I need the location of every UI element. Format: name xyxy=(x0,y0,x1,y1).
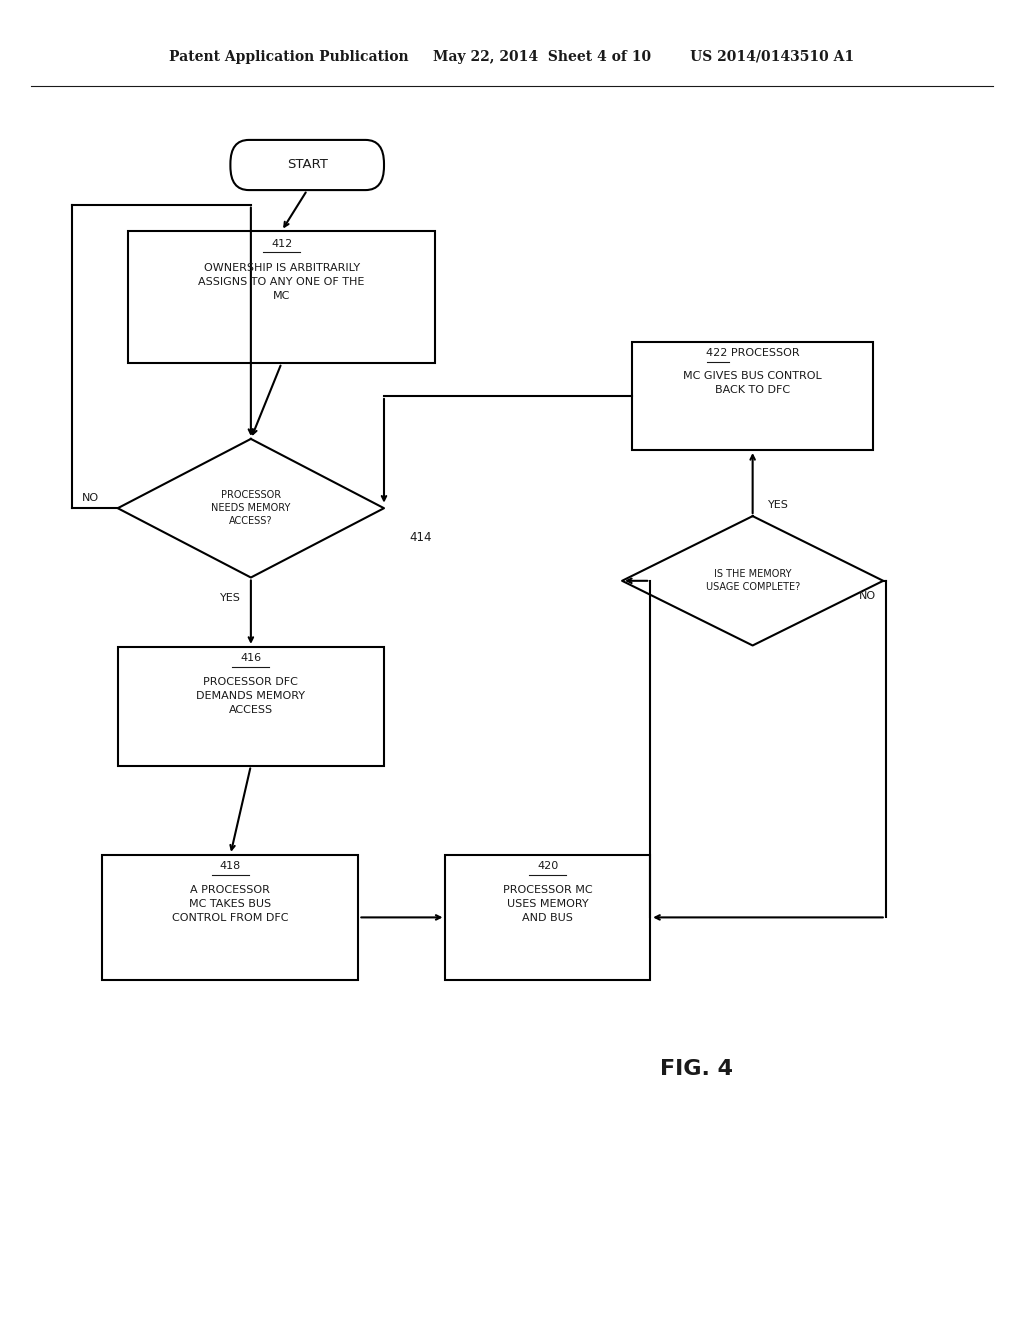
Text: 414: 414 xyxy=(410,531,432,544)
Text: Patent Application Publication     May 22, 2014  Sheet 4 of 10        US 2014/01: Patent Application Publication May 22, 2… xyxy=(169,50,855,63)
FancyBboxPatch shape xyxy=(118,647,384,766)
Text: 412: 412 xyxy=(271,239,292,249)
Text: IS THE MEMORY
USAGE COMPLETE?: IS THE MEMORY USAGE COMPLETE? xyxy=(706,569,800,593)
Text: YES: YES xyxy=(768,499,788,510)
Text: PROCESSOR DFC
DEMANDS MEMORY
ACCESS: PROCESSOR DFC DEMANDS MEMORY ACCESS xyxy=(197,677,305,715)
Polygon shape xyxy=(118,438,384,578)
Text: OWNERSHIP IS ARBITRARILY
ASSIGNS TO ANY ONE OF THE
MC: OWNERSHIP IS ARBITRARILY ASSIGNS TO ANY … xyxy=(199,263,365,301)
Text: 416: 416 xyxy=(241,653,261,664)
Text: YES: YES xyxy=(220,594,241,603)
Text: PROCESSOR
NEEDS MEMORY
ACCESS?: PROCESSOR NEEDS MEMORY ACCESS? xyxy=(211,490,291,527)
FancyBboxPatch shape xyxy=(102,855,358,979)
Text: PROCESSOR MC
USES MEMORY
AND BUS: PROCESSOR MC USES MEMORY AND BUS xyxy=(503,886,593,923)
Polygon shape xyxy=(622,516,883,645)
FancyBboxPatch shape xyxy=(445,855,650,979)
FancyBboxPatch shape xyxy=(128,231,435,363)
Text: NO: NO xyxy=(82,492,99,503)
FancyBboxPatch shape xyxy=(230,140,384,190)
Text: NO: NO xyxy=(858,591,876,602)
Text: 420: 420 xyxy=(538,862,558,871)
Text: MC GIVES BUS CONTROL
BACK TO DFC: MC GIVES BUS CONTROL BACK TO DFC xyxy=(683,371,822,395)
Text: 418: 418 xyxy=(220,862,241,871)
Text: 422 PROCESSOR: 422 PROCESSOR xyxy=(706,348,800,359)
Text: A PROCESSOR
MC TAKES BUS
CONTROL FROM DFC: A PROCESSOR MC TAKES BUS CONTROL FROM DF… xyxy=(172,886,289,923)
Text: START: START xyxy=(287,158,328,172)
FancyBboxPatch shape xyxy=(632,342,872,450)
Text: FIG. 4: FIG. 4 xyxy=(659,1059,733,1080)
